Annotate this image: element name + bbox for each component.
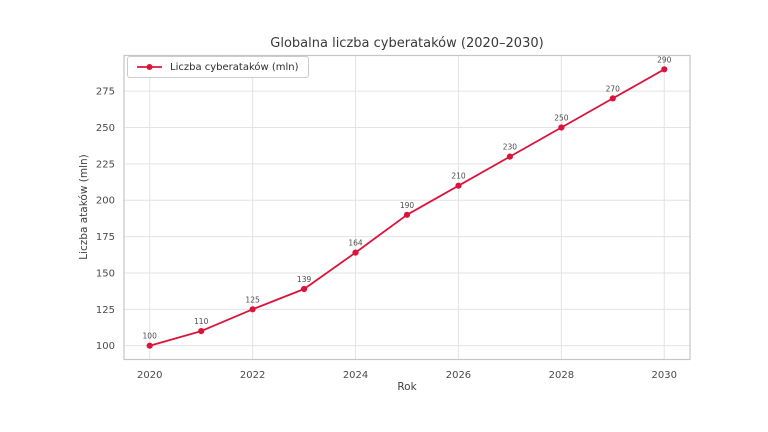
data-point-marker	[455, 182, 462, 189]
y-tick-label: 225	[96, 159, 115, 170]
data-point-marker	[661, 66, 668, 73]
data-point-marker	[198, 328, 205, 335]
data-point-marker	[506, 153, 513, 160]
x-tick-label: 2030	[652, 370, 677, 381]
x-tick-label: 2028	[549, 370, 574, 381]
data-point-marker	[609, 95, 616, 102]
y-tick-label: 100	[96, 341, 115, 352]
x-tick-label: 2024	[343, 370, 368, 381]
data-point-marker	[558, 124, 565, 131]
data-point-label: 164	[348, 239, 363, 248]
legend: Liczba cyberataków (mln)	[127, 56, 309, 78]
data-point-marker	[352, 249, 359, 256]
data-point-label: 110	[194, 317, 209, 326]
y-axis-label: Liczba ataków (mln)	[78, 154, 90, 260]
data-point-label: 100	[143, 332, 158, 341]
x-axis-label: Rok	[397, 381, 417, 393]
y-tick-label: 275	[96, 87, 115, 98]
data-point-label: 139	[297, 275, 312, 284]
data-point-marker	[403, 211, 411, 218]
y-tick-label: 150	[96, 268, 115, 279]
data-point-marker	[249, 306, 256, 313]
data-point-label: 250	[554, 114, 569, 123]
chart-title: Globalna liczba cyberataków (2020–2030)	[270, 36, 544, 51]
x-tick-label: 2026	[446, 370, 471, 381]
data-point-label: 125	[245, 295, 260, 304]
y-tick-label: 250	[96, 123, 115, 134]
data-point-label: 270	[606, 84, 621, 93]
x-tick-label: 2020	[137, 370, 162, 381]
y-tick-label: 125	[96, 305, 115, 316]
data-point-label: 290	[657, 55, 672, 64]
legend-entry-label: Liczba cyberataków (mln)	[170, 61, 299, 73]
axes-spines	[123, 54, 691, 361]
legend-line-marker-icon	[137, 64, 162, 70]
data-point-label: 210	[451, 172, 466, 181]
data-point-marker	[301, 285, 308, 293]
data-point-label: 230	[503, 143, 518, 152]
data-point-label: 190	[400, 201, 415, 210]
data-point-marker	[146, 342, 153, 349]
y-tick-label: 200	[96, 196, 115, 207]
y-tick-label: 175	[96, 232, 115, 243]
x-tick-label: 2022	[240, 370, 265, 381]
